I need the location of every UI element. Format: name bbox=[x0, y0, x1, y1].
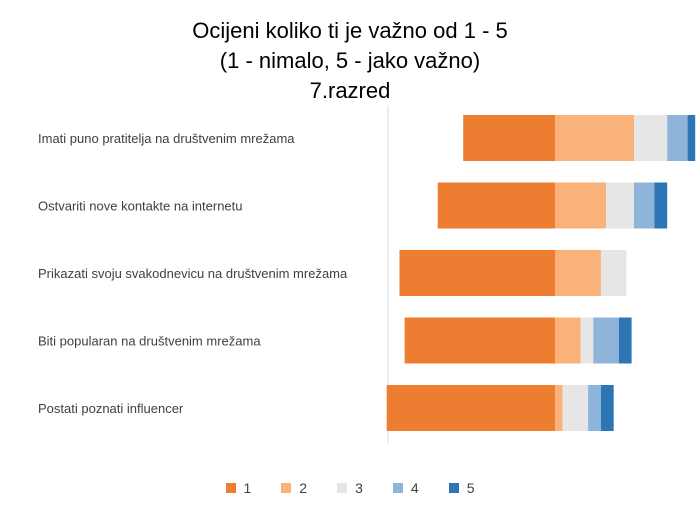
legend-swatch bbox=[225, 483, 236, 493]
legend-swatch bbox=[337, 483, 348, 493]
category-label: Postati poznati influencer bbox=[38, 401, 184, 416]
legend-item-4: 4 bbox=[392, 480, 419, 496]
bar-segment-4 bbox=[667, 115, 688, 161]
title-line-3: 7.razred bbox=[309, 78, 391, 103]
legend: 1 2 3 4 5 bbox=[0, 480, 700, 496]
category-label: Ostvariti nove kontakte na internetu bbox=[38, 199, 243, 214]
legend-item-1: 1 bbox=[225, 480, 252, 496]
bar-segment-1 bbox=[404, 317, 555, 364]
bar-segment-3 bbox=[600, 250, 627, 296]
category-label: Prikazati svoju svakodnevicu na društven… bbox=[38, 266, 348, 281]
chart-title: Ocijeni koliko ti je važno od 1 - 5 (1 -… bbox=[0, 16, 700, 106]
legend-label: 4 bbox=[410, 480, 419, 496]
category-label: Imati puno pratitelja na društvenim mrež… bbox=[38, 131, 295, 146]
bar-segment-3 bbox=[562, 385, 589, 431]
bar-segment-4 bbox=[634, 182, 655, 229]
legend-label: 2 bbox=[299, 480, 308, 496]
legend-swatch bbox=[281, 483, 292, 493]
bar-segment-2 bbox=[555, 115, 634, 161]
bar-segment-1 bbox=[386, 385, 555, 431]
bar-segment-2 bbox=[555, 317, 581, 364]
bar-segment-5 bbox=[618, 317, 632, 364]
legend-swatch bbox=[392, 483, 403, 493]
bar-segment-4 bbox=[593, 317, 619, 364]
bar-segment-1 bbox=[399, 250, 555, 296]
bar-segment-2 bbox=[555, 182, 606, 229]
bar-segment-1 bbox=[463, 115, 555, 161]
category-label: Biti popularan na društvenim mrežama bbox=[38, 334, 261, 349]
legend-item-2: 2 bbox=[281, 480, 307, 496]
legend-label: 1 bbox=[243, 480, 252, 496]
bar-segment-1 bbox=[437, 182, 555, 229]
legend-label: 3 bbox=[355, 480, 363, 496]
legend-item-3: 3 bbox=[337, 480, 363, 496]
bar-segment-5 bbox=[687, 115, 696, 161]
bar-segment-3 bbox=[606, 182, 634, 229]
title-line-1: Ocijeni koliko ti je važno od 1 - 5 bbox=[192, 18, 508, 43]
bar-segment-3 bbox=[634, 115, 668, 161]
legend-label: 5 bbox=[466, 480, 475, 496]
bar-segment-5 bbox=[654, 182, 668, 229]
bar-segment-3 bbox=[580, 317, 594, 364]
bar-segment-4 bbox=[588, 385, 601, 431]
bar-segment-2 bbox=[555, 250, 601, 296]
legend-item-5: 5 bbox=[448, 480, 475, 496]
legend-swatch bbox=[448, 483, 459, 493]
title-line-2: (1 - nimalo, 5 - jako važno) bbox=[219, 48, 481, 73]
bar-segment-5 bbox=[600, 385, 614, 431]
bar-segment-2 bbox=[555, 385, 563, 431]
